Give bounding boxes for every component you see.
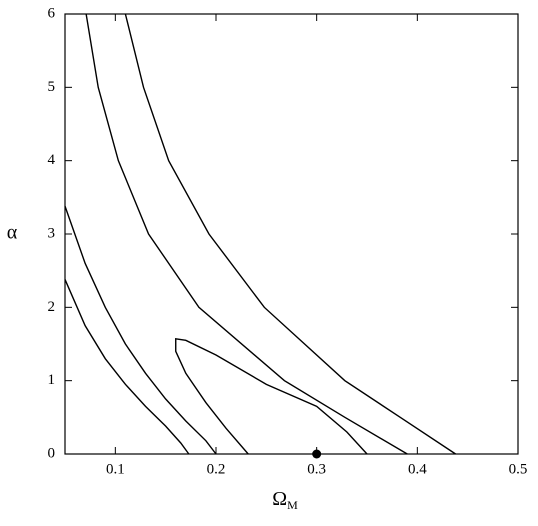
contour-line	[64, 205, 217, 455]
y-tick-label: 0	[48, 445, 56, 461]
y-axis-label: α	[7, 222, 18, 244]
y-tick-label: 2	[48, 299, 56, 315]
y-tick-label: 3	[48, 225, 56, 241]
contour-line	[175, 338, 368, 455]
contour-line	[85, 13, 408, 455]
x-tick-label: 0.3	[307, 461, 326, 477]
best-fit-point	[312, 449, 322, 459]
x-tick-label: 0.4	[408, 461, 427, 477]
y-tick-label: 1	[48, 372, 56, 388]
x-axis-label-sub: M	[287, 498, 298, 512]
x-tick-label: 0.2	[207, 461, 226, 477]
x-axis-label-main: Ω	[272, 488, 287, 510]
y-tick-label: 6	[48, 5, 56, 21]
plot-frame	[64, 13, 519, 455]
y-tick-label: 5	[48, 79, 56, 95]
contour-line	[64, 279, 190, 455]
x-tick-label: 0.5	[509, 461, 528, 477]
x-tick-label: 0.1	[106, 461, 125, 477]
contour-line	[124, 13, 456, 455]
y-tick-label: 4	[48, 152, 56, 168]
x-axis-label: ΩM	[272, 488, 298, 512]
